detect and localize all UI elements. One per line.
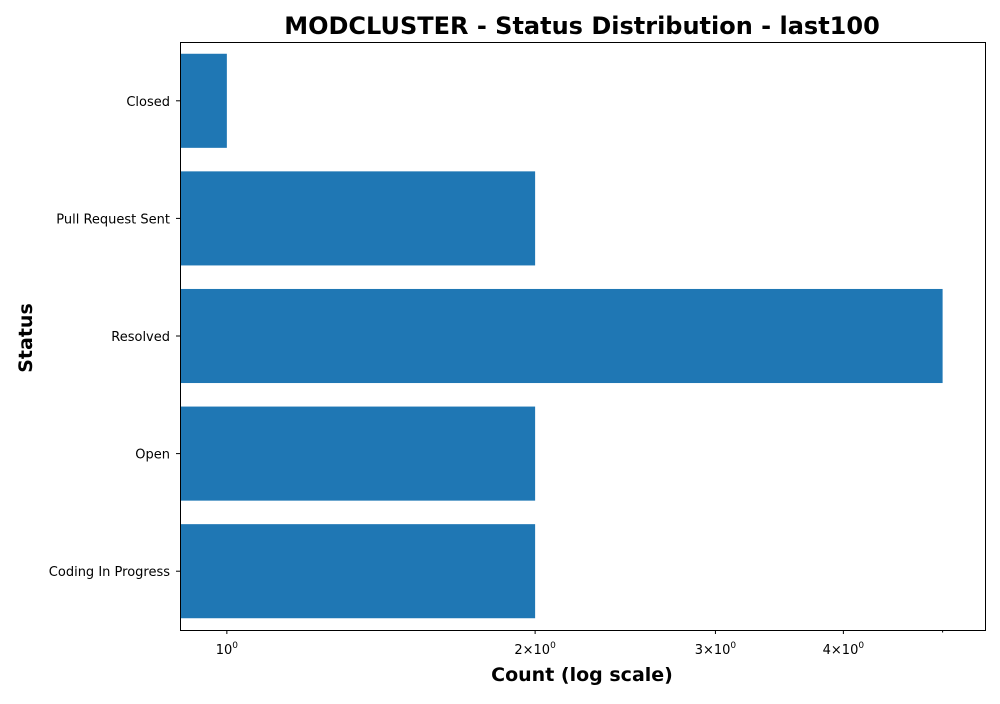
x-tick-label: 2×100 [514,641,556,658]
y-axis-ticks: Closed Pull Request Sent Resolved Open Codin… [49,95,180,580]
x-tick-base: 2×10 [514,643,550,658]
y-tick-label: Closed [126,95,170,110]
bar [180,53,227,148]
x-tick-base: 3×10 [695,643,731,658]
plot-frame [180,42,986,631]
x-tick-exponent: 0 [550,641,556,651]
y-tick-label: Pull Request Sent [56,212,170,227]
x-tick-label: 3×100 [695,641,737,658]
bar [180,406,536,501]
x-tick-base: 4×10 [823,643,859,658]
y-tick-label: Resolved [111,330,170,345]
x-tick-label: 4×100 [823,641,865,658]
bar [180,288,943,384]
x-tick-exponent: 0 [858,641,864,651]
x-tick-exponent: 0 [232,641,238,651]
x-axis-ticks: 100 2×100 3×100 4×100 [216,630,944,658]
bars-layer [180,53,943,619]
x-tick-label: 100 [216,641,239,658]
y-tick-label: Open [135,448,170,463]
x-axis-label: Count (log scale) [491,664,673,686]
x-tick-exponent: 0 [730,641,736,651]
bar [180,524,536,619]
y-tick-label: Coding In Progress [49,565,170,580]
chart-title: MODCLUSTER - Status Distribution - last1… [284,12,880,40]
y-axis-label: Status [15,303,37,373]
bar [180,171,536,266]
x-tick-base: 10 [216,643,233,658]
